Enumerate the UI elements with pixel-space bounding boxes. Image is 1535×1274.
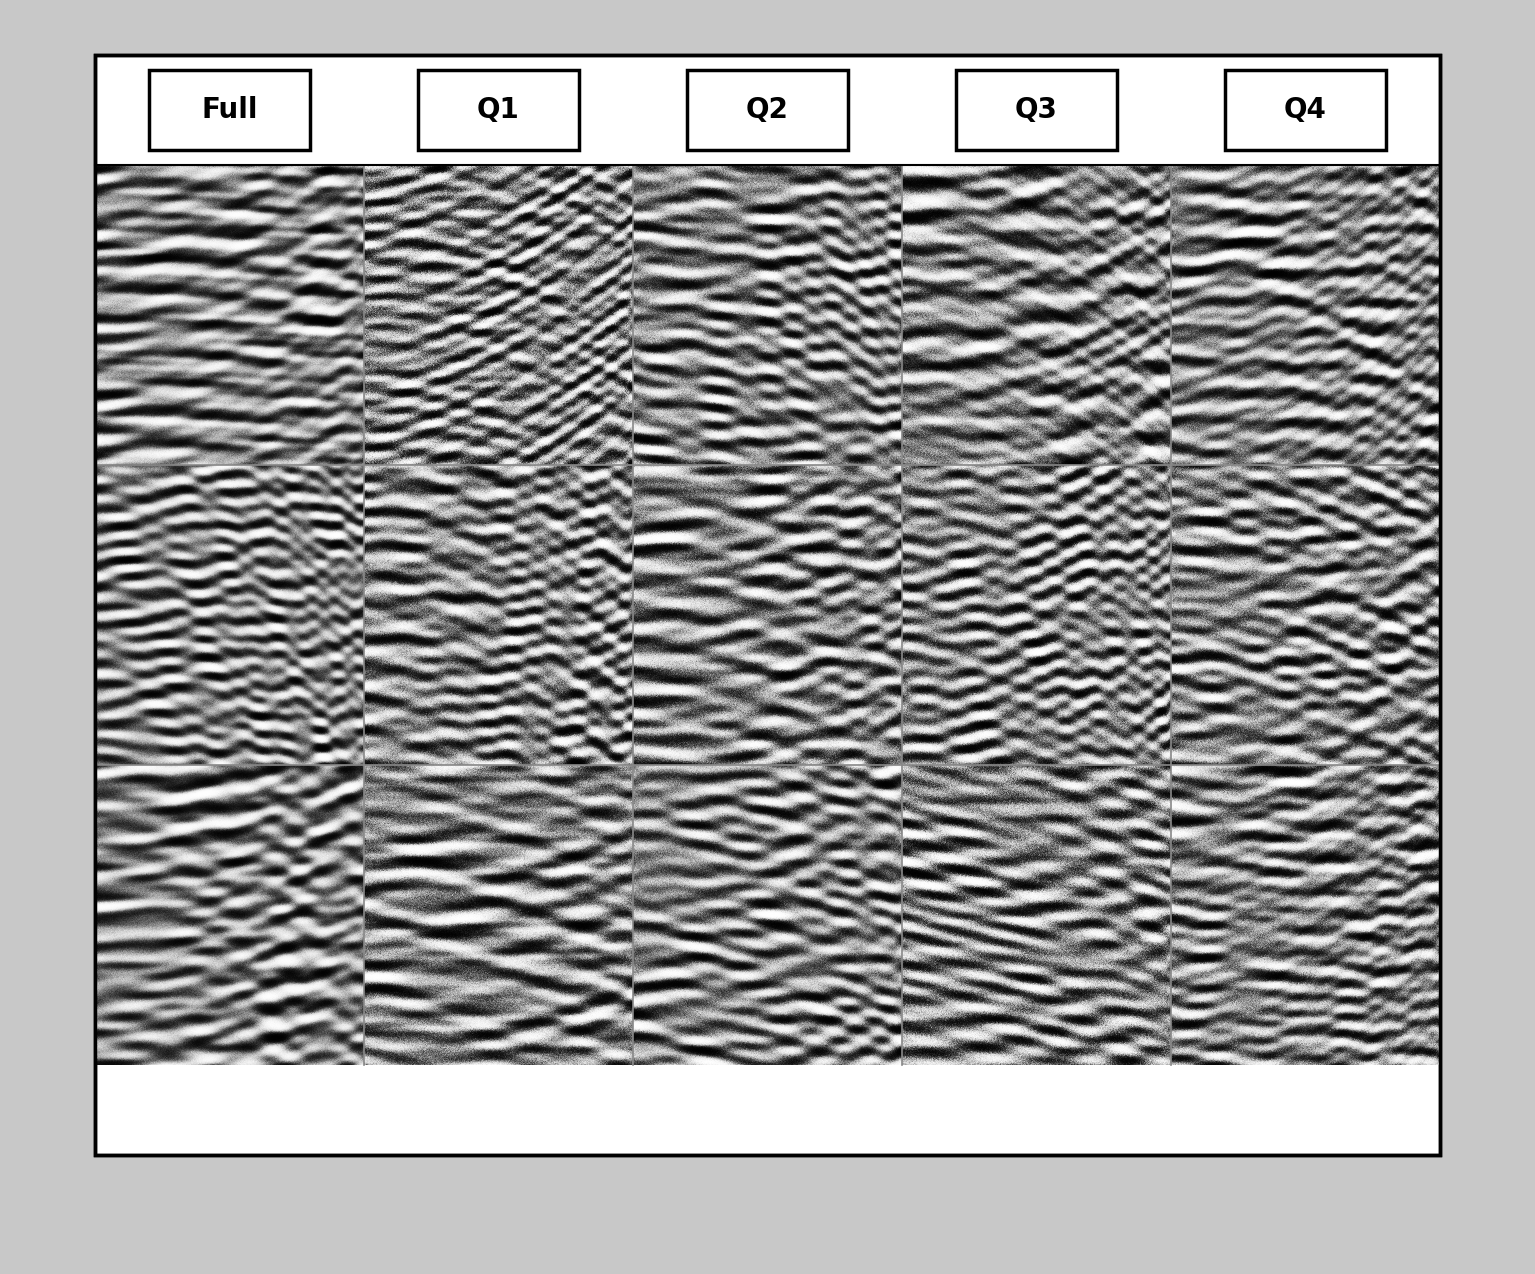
Bar [1225, 70, 1386, 150]
Text: Q3: Q3 [1015, 96, 1058, 124]
Bar [95, 55, 1440, 1156]
Bar [956, 70, 1117, 150]
Bar [418, 70, 579, 150]
Bar [95, 55, 1440, 1156]
Text: Q1: Q1 [477, 96, 520, 124]
Bar [149, 70, 310, 150]
Text: Q4: Q4 [1285, 96, 1326, 124]
Text: Full: Full [201, 96, 258, 124]
Bar [686, 70, 849, 150]
Text: Q2: Q2 [746, 96, 789, 124]
